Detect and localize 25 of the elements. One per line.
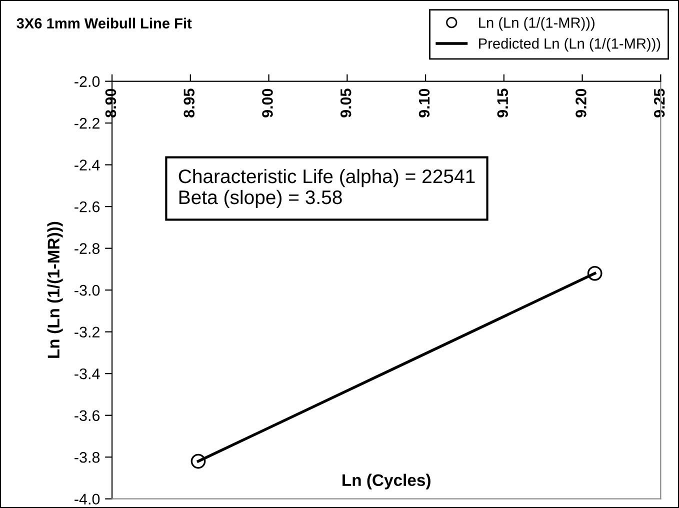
y-axis-title: Ln (Ln (1/(1-MR))) <box>47 222 63 358</box>
x-tick-label: 8.95 <box>184 88 195 118</box>
y-tick-label: -2.0 <box>74 76 100 87</box>
chart-title: 3X6 1mm Weibull Line Fit <box>16 18 192 29</box>
y-tick-label: -3.4 <box>74 368 100 380</box>
y-tick-label: -3.8 <box>74 452 100 463</box>
x-tick-label: 9.20 <box>576 88 586 118</box>
x-axis-title: Ln (Cycles) <box>342 474 430 490</box>
x-tick-label: 9.00 <box>262 88 273 118</box>
y-tick-label: -3.0 <box>74 284 100 296</box>
x-tick-label: 9.25 <box>654 88 665 118</box>
y-tick-label: -3.6 <box>74 410 100 422</box>
y-tick-label: -3.2 <box>74 326 100 338</box>
x-tick-label: 9.10 <box>418 88 430 118</box>
x-tick-label: 9.05 <box>340 88 352 118</box>
y-tick-label: -2.8 <box>74 243 100 254</box>
legend-label: Ln (Ln (1/(1-MR))) <box>479 17 594 31</box>
x-tick-label: 9.15 <box>497 88 508 118</box>
y-tick-label: -2.4 <box>74 160 100 170</box>
annotation: Beta (slope) = 3.58 <box>179 190 342 208</box>
legend-label: Predicted Ln (Ln (1/(1-MR))) <box>479 38 660 52</box>
y-tick-label: -4.0 <box>74 494 100 505</box>
y-tick-label: -2.6 <box>74 201 100 212</box>
annotation: Characteristic Life (alpha) = 22541 <box>178 168 475 188</box>
y-tick-label: -2.2 <box>74 118 100 129</box>
